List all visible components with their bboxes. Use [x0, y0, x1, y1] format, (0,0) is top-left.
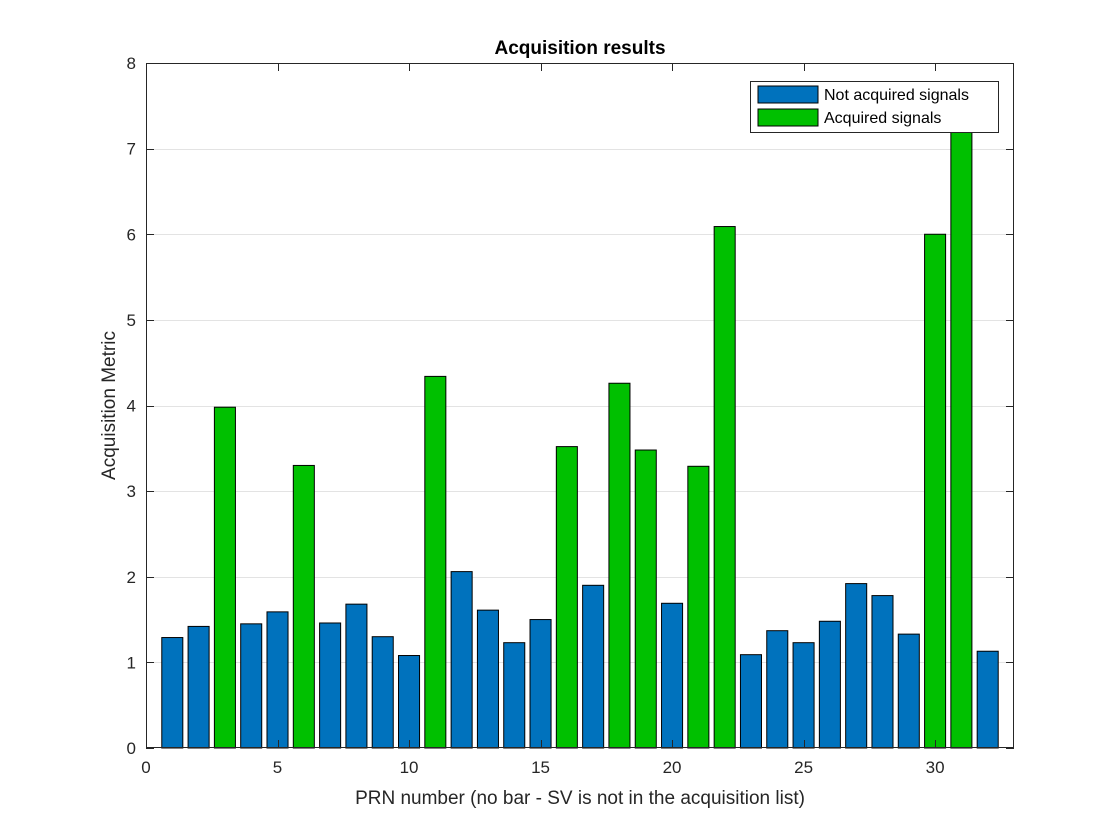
bar-not-acquired	[476, 609, 499, 749]
bar-acquired	[424, 375, 447, 749]
bar-not-acquired	[739, 654, 762, 749]
bar-not-acquired	[845, 583, 868, 749]
bar-not-acquired	[266, 611, 289, 749]
grid-lines	[146, 149, 1014, 663]
bar-acquired	[608, 382, 631, 749]
legend-swatch-acquired	[757, 108, 819, 127]
bar-not-acquired	[582, 584, 605, 749]
y-tick-label: 3	[127, 482, 136, 501]
x-tick-label: 25	[794, 758, 813, 777]
y-tick-label: 6	[127, 225, 136, 244]
bar-acquired	[555, 446, 578, 749]
y-tick-label: 0	[127, 739, 136, 758]
bar-not-acquired	[897, 633, 920, 749]
bar-not-acquired	[529, 619, 552, 749]
legend-label-not-acquired: Not acquired signals	[824, 87, 969, 104]
bar-not-acquired	[976, 650, 999, 749]
bar-not-acquired	[345, 603, 368, 749]
y-axis-label: Acquisition Metric	[99, 331, 120, 480]
bar-not-acquired	[398, 655, 421, 749]
bar-not-acquired	[240, 623, 263, 749]
plot-frame	[146, 63, 1014, 748]
y-tick-label: 4	[127, 397, 136, 416]
y-tick-label: 5	[127, 311, 136, 330]
bar-not-acquired	[450, 571, 473, 749]
bar-not-acquired	[319, 622, 342, 749]
bar-not-acquired	[161, 637, 184, 749]
bar-not-acquired	[818, 620, 841, 749]
bars	[161, 126, 999, 749]
bar-not-acquired	[766, 630, 789, 749]
bar-not-acquired	[371, 636, 394, 749]
x-tick-label: 10	[400, 758, 419, 777]
bar-not-acquired	[871, 595, 894, 749]
bar-not-acquired	[503, 642, 526, 749]
x-tick-label: 5	[273, 758, 282, 777]
bar-acquired	[713, 226, 736, 749]
bar-not-acquired	[792, 642, 815, 749]
x-tick-label: 20	[663, 758, 682, 777]
bar-acquired	[213, 406, 236, 749]
bar-not-acquired	[187, 625, 210, 749]
axis-ticks: 0 5 10 15 20 25 30 0 1 2 3 4 5 6 7 8	[127, 54, 1014, 777]
legend: Not acquired signals Acquired signals	[750, 81, 999, 133]
plot-area	[146, 63, 1014, 748]
bar-not-acquired	[661, 602, 684, 749]
y-tick-label: 1	[127, 653, 136, 672]
y-tick-label: 7	[127, 140, 136, 159]
x-axis-label: PRN number (no bar - SV is not in the ac…	[355, 788, 805, 809]
bar-acquired	[687, 465, 710, 749]
y-tick-label: 2	[127, 568, 136, 587]
legend-label-acquired: Acquired signals	[824, 110, 941, 127]
legend-swatch-not-acquired	[757, 85, 819, 104]
y-tick-label: 8	[127, 54, 136, 73]
bar-acquired	[634, 449, 657, 749]
x-tick-label: 30	[926, 758, 945, 777]
bar-acquired	[950, 126, 973, 749]
x-tick-label: 15	[531, 758, 550, 777]
bar-acquired	[924, 233, 947, 749]
x-tick-label: 0	[141, 758, 150, 777]
chart-title: Acquisition results	[494, 38, 665, 59]
bar-acquired	[292, 464, 315, 749]
